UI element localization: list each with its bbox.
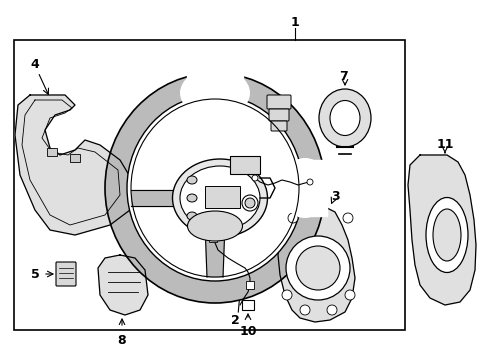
Circle shape <box>244 198 254 208</box>
Bar <box>47 148 57 156</box>
Text: 1: 1 <box>290 15 299 28</box>
Ellipse shape <box>432 209 460 261</box>
Ellipse shape <box>180 68 249 118</box>
Text: 7: 7 <box>338 69 346 82</box>
FancyBboxPatch shape <box>56 262 76 286</box>
Ellipse shape <box>186 176 197 184</box>
Circle shape <box>282 290 291 300</box>
FancyBboxPatch shape <box>268 109 288 121</box>
Ellipse shape <box>187 211 242 241</box>
Text: 9: 9 <box>250 162 259 175</box>
Bar <box>242 300 253 310</box>
Text: 11: 11 <box>435 139 453 152</box>
Circle shape <box>299 305 309 315</box>
Bar <box>245 281 253 289</box>
Ellipse shape <box>280 158 329 218</box>
Ellipse shape <box>180 166 260 230</box>
Polygon shape <box>131 190 177 206</box>
Polygon shape <box>278 205 354 322</box>
Circle shape <box>242 195 258 211</box>
Bar <box>229 156 260 174</box>
Bar <box>14 40 404 330</box>
Ellipse shape <box>186 212 197 220</box>
Text: 4: 4 <box>31 58 40 72</box>
Circle shape <box>306 179 312 185</box>
Text: 6: 6 <box>241 102 249 114</box>
Circle shape <box>326 305 336 315</box>
Ellipse shape <box>127 95 303 281</box>
Bar <box>70 154 80 162</box>
FancyBboxPatch shape <box>266 95 290 109</box>
Circle shape <box>345 290 354 300</box>
Text: 5: 5 <box>31 267 40 280</box>
Text: 8: 8 <box>118 334 126 347</box>
Ellipse shape <box>186 194 197 202</box>
Text: 2: 2 <box>230 314 239 327</box>
Ellipse shape <box>105 73 325 303</box>
FancyBboxPatch shape <box>270 121 286 131</box>
Ellipse shape <box>172 159 267 237</box>
Text: 10: 10 <box>239 325 256 338</box>
Ellipse shape <box>425 198 467 273</box>
Bar <box>208 221 217 229</box>
Circle shape <box>287 213 297 223</box>
Ellipse shape <box>105 73 325 303</box>
Text: 3: 3 <box>330 189 339 202</box>
Polygon shape <box>15 95 135 235</box>
Circle shape <box>251 175 258 181</box>
Polygon shape <box>204 223 224 277</box>
Ellipse shape <box>318 89 370 147</box>
Polygon shape <box>407 155 475 305</box>
Ellipse shape <box>329 100 359 135</box>
Bar <box>204 186 240 208</box>
Circle shape <box>295 246 339 290</box>
Circle shape <box>342 213 352 223</box>
Polygon shape <box>98 255 148 315</box>
Bar <box>208 234 217 242</box>
Circle shape <box>285 236 349 300</box>
